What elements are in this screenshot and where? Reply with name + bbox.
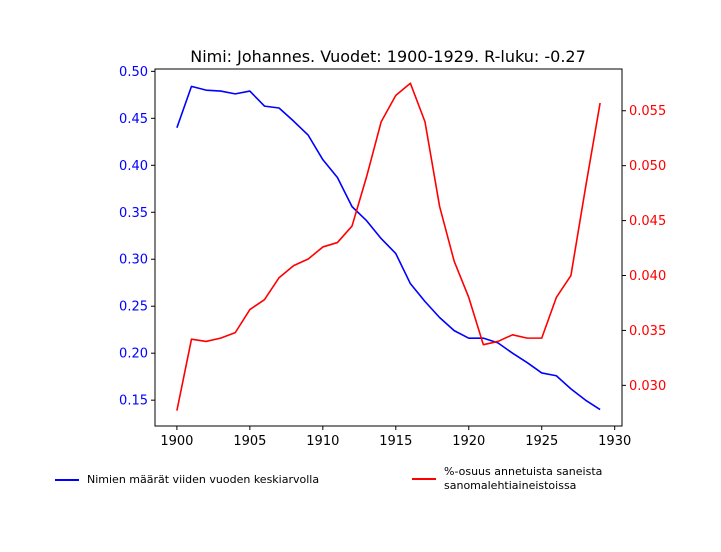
legend-swatch-1 (412, 478, 436, 480)
right-tick-label: 0.040 (629, 269, 666, 284)
right-y-axis: 0.030 0.035 0.040 0.045 0.050 0.055 (622, 104, 666, 394)
x-tick-label: 1920 (452, 434, 485, 449)
right-tick-label: 0.050 (629, 159, 666, 174)
left-y-axis: 0.15 0.20 0.25 0.30 0.35 0.40 0.45 0.50 (119, 65, 155, 409)
x-tick-label: 1930 (598, 434, 631, 449)
x-tick-label: 1915 (379, 434, 412, 449)
legend-item-0: Nimien määrät viiden vuoden keskiarvolla (55, 473, 319, 487)
right-tick-label: 0.030 (629, 379, 666, 394)
right-tick-label: 0.045 (629, 214, 666, 229)
x-tick-label: 1905 (233, 434, 266, 449)
x-axis: 1900 1905 1910 1915 1920 1925 1930 (160, 426, 631, 449)
right-tick-label: 0.055 (629, 104, 666, 119)
left-tick-label: 0.25 (119, 300, 148, 315)
chart-title: Nimi: Johannes. Vuodet: 1900-1929. R-luk… (190, 47, 586, 66)
x-tick-label: 1910 (306, 434, 339, 449)
left-tick-label: 0.20 (119, 347, 148, 362)
left-tick-label: 0.15 (119, 394, 148, 409)
legend-item-1: %-osuus annetuista saneista sanomalehtia… (412, 465, 602, 493)
series-line-1 (176, 82, 601, 411)
left-tick-label: 0.45 (119, 112, 148, 127)
legend-label-1: %-osuus annetuista saneista sanomalehtia… (444, 465, 603, 492)
left-tick-label: 0.50 (119, 65, 148, 80)
series-layer (176, 82, 601, 411)
legend-swatch-0 (55, 479, 79, 481)
left-tick-label: 0.40 (119, 159, 148, 174)
left-tick-label: 0.30 (119, 253, 148, 268)
left-tick-label: 0.35 (119, 206, 148, 221)
x-tick-label: 1925 (525, 434, 558, 449)
x-tick-label: 1900 (160, 434, 193, 449)
legend-label-0: Nimien määrät viiden vuoden keskiarvolla (87, 473, 320, 486)
right-tick-label: 0.035 (629, 324, 666, 339)
series-line-0 (176, 85, 601, 411)
plot-frame (154, 68, 623, 427)
